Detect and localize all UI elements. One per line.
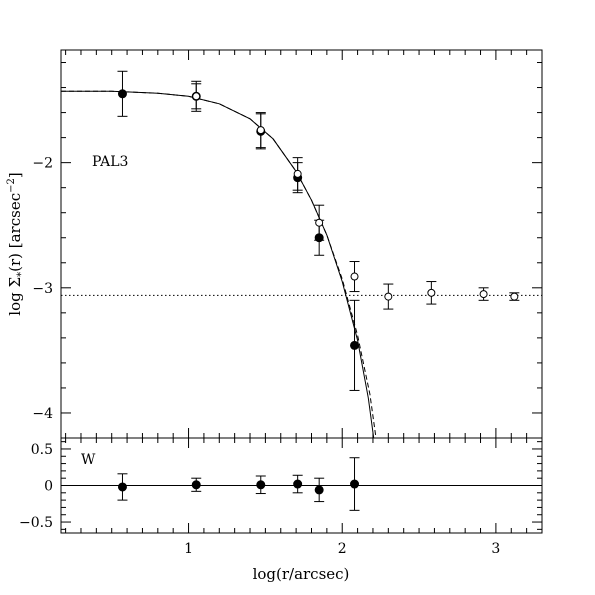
surface-density-panel: −2 −3 −4 PAL3 log Σ*(r) [arcsec−2]: [6, 49, 543, 439]
filled-data-point: [350, 479, 360, 489]
open-data-point: [315, 218, 324, 227]
open-data-point: [293, 169, 302, 178]
top-data-points: [117, 70, 520, 391]
top-ticks: [61, 50, 543, 439]
x-axis-title: log(r/arcsec): [253, 565, 350, 583]
x-tick-label: 1: [184, 541, 193, 557]
y-tick-label: −4: [32, 406, 53, 422]
y-tick-label: −0.5: [19, 515, 53, 531]
bottom-ticks: [61, 438, 543, 533]
y-axis-title: log Σ*(r) [arcsec−2]: [6, 172, 27, 315]
filled-data-point: [117, 89, 127, 99]
residual-label: W: [81, 452, 96, 468]
open-data-point: [427, 288, 436, 297]
open-data-point: [384, 292, 393, 301]
open-data-point: [510, 292, 519, 301]
x-tick-label: 3: [491, 541, 500, 557]
y-tick-label: 0.5: [31, 442, 53, 458]
model-curve-dashed: [61, 90, 377, 439]
top-tick-labels: −2 −3 −4: [32, 156, 53, 422]
top-model-curves: [61, 90, 542, 439]
top-plot-frame: [60, 49, 543, 439]
filled-data-point: [350, 340, 360, 350]
open-data-point: [479, 290, 488, 299]
x-tick-label: 2: [338, 541, 347, 557]
residual-panel: 0.5 0 −0.5 1 2 3 W log(r/arcsec): [19, 437, 543, 583]
filled-data-point: [256, 480, 266, 490]
open-data-point: [350, 272, 359, 281]
bottom-tick-labels: 0.5 0 −0.5 1 2 3: [19, 442, 500, 557]
king-model-curve: [61, 90, 375, 439]
filled-data-point: [314, 485, 324, 495]
filled-data-point: [293, 479, 303, 489]
open-data-point: [256, 126, 265, 135]
bottom-data-points: [117, 457, 360, 511]
cluster-label: PAL3: [92, 154, 128, 170]
y-tick-label: 0: [44, 479, 53, 495]
filled-data-point: [117, 482, 127, 492]
open-data-point: [192, 92, 201, 101]
filled-data-point: [191, 480, 201, 490]
y-tick-label: −3: [32, 281, 53, 297]
y-tick-label: −2: [32, 156, 53, 172]
